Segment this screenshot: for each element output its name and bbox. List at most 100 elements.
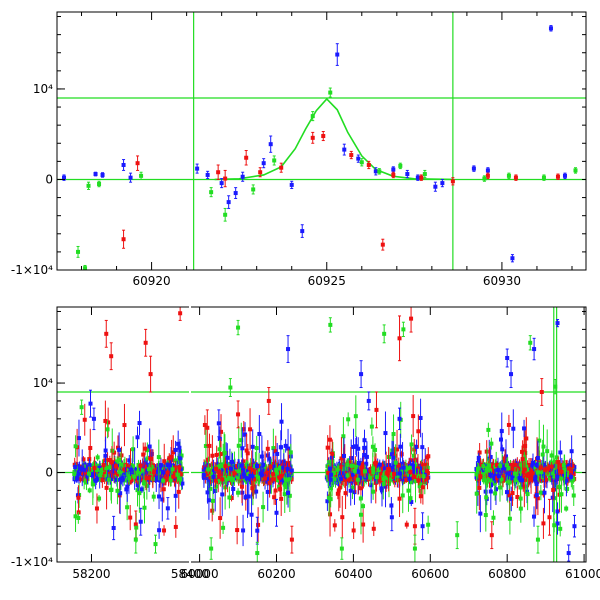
data-point [506, 465, 511, 470]
data-point [513, 471, 518, 476]
data-point [335, 467, 340, 472]
data-point [412, 524, 417, 529]
data-point [493, 473, 498, 478]
data-point [416, 429, 421, 434]
data-point [227, 495, 232, 500]
data-point [415, 466, 420, 471]
data-point [218, 463, 223, 468]
data-point [229, 495, 234, 500]
data-point [555, 509, 560, 514]
data-point [410, 474, 415, 479]
data-point [273, 488, 278, 493]
data-point [569, 449, 574, 454]
data-point [87, 488, 92, 493]
data-point [132, 466, 137, 471]
data-point [147, 476, 152, 481]
data-point [420, 463, 425, 468]
data-point [101, 470, 106, 475]
data-point [522, 426, 527, 431]
data-point [209, 546, 214, 551]
data-point [558, 526, 563, 531]
data-point [225, 455, 230, 460]
data-point [382, 466, 387, 471]
data-point [286, 347, 291, 352]
data-point [267, 476, 272, 481]
data-point [145, 448, 150, 453]
data-point [382, 331, 387, 336]
data-point [533, 477, 538, 482]
data-point [177, 465, 182, 470]
data-point [281, 459, 286, 464]
data-point [93, 478, 98, 483]
data-point [329, 472, 334, 477]
data-point [219, 469, 224, 474]
data-point [251, 187, 256, 192]
data-point [283, 443, 288, 448]
data-point [571, 493, 576, 498]
data-point [426, 522, 431, 527]
data-point [506, 173, 511, 178]
data-point [248, 463, 253, 468]
data-point [76, 471, 81, 476]
data-point [380, 242, 385, 247]
data-point [103, 473, 108, 478]
data-point [120, 475, 125, 480]
data-point [76, 249, 81, 254]
data-point [226, 200, 231, 205]
data-point [551, 487, 556, 492]
data-point [162, 459, 167, 464]
data-point [153, 476, 158, 481]
data-point [549, 464, 554, 469]
data-point [400, 493, 405, 498]
data-point [525, 467, 530, 472]
data-point [267, 456, 272, 461]
data-point [369, 483, 374, 488]
data-point [261, 505, 266, 510]
data-point [244, 462, 249, 467]
data-point [129, 477, 134, 482]
data-point [223, 212, 228, 217]
data-point [374, 475, 379, 480]
data-point [205, 457, 210, 462]
data-point [208, 475, 213, 480]
data-point [83, 266, 88, 271]
data-point [215, 462, 220, 467]
data-point [358, 512, 363, 517]
data-point [132, 474, 137, 479]
data-point [254, 470, 259, 475]
data-point [250, 486, 255, 491]
data-point [342, 453, 347, 458]
data-point [95, 455, 100, 460]
data-point [288, 450, 293, 455]
data-point [337, 485, 342, 490]
data-point [545, 449, 550, 454]
data-point [343, 491, 348, 496]
data-point [206, 498, 211, 503]
data-point [244, 476, 249, 481]
data-point [391, 455, 396, 460]
data-point [492, 481, 497, 486]
data-point [257, 467, 262, 472]
data-point [505, 490, 510, 495]
data-point [329, 486, 334, 491]
data-point [214, 466, 219, 471]
data-point [124, 487, 129, 492]
data-point [284, 477, 289, 482]
data-point [440, 181, 445, 186]
data-point [144, 483, 149, 488]
data-point [173, 524, 178, 529]
data-point [377, 462, 382, 467]
data-point [139, 468, 144, 473]
data-point [241, 528, 246, 533]
data-point [277, 465, 282, 470]
data-point [149, 464, 154, 469]
data-point [502, 476, 507, 481]
data-point [110, 469, 115, 474]
data-point [545, 466, 550, 471]
data-point [107, 469, 112, 474]
data-point [485, 168, 490, 173]
data-point [75, 476, 80, 481]
data-point [240, 446, 245, 451]
data-point [573, 168, 578, 173]
